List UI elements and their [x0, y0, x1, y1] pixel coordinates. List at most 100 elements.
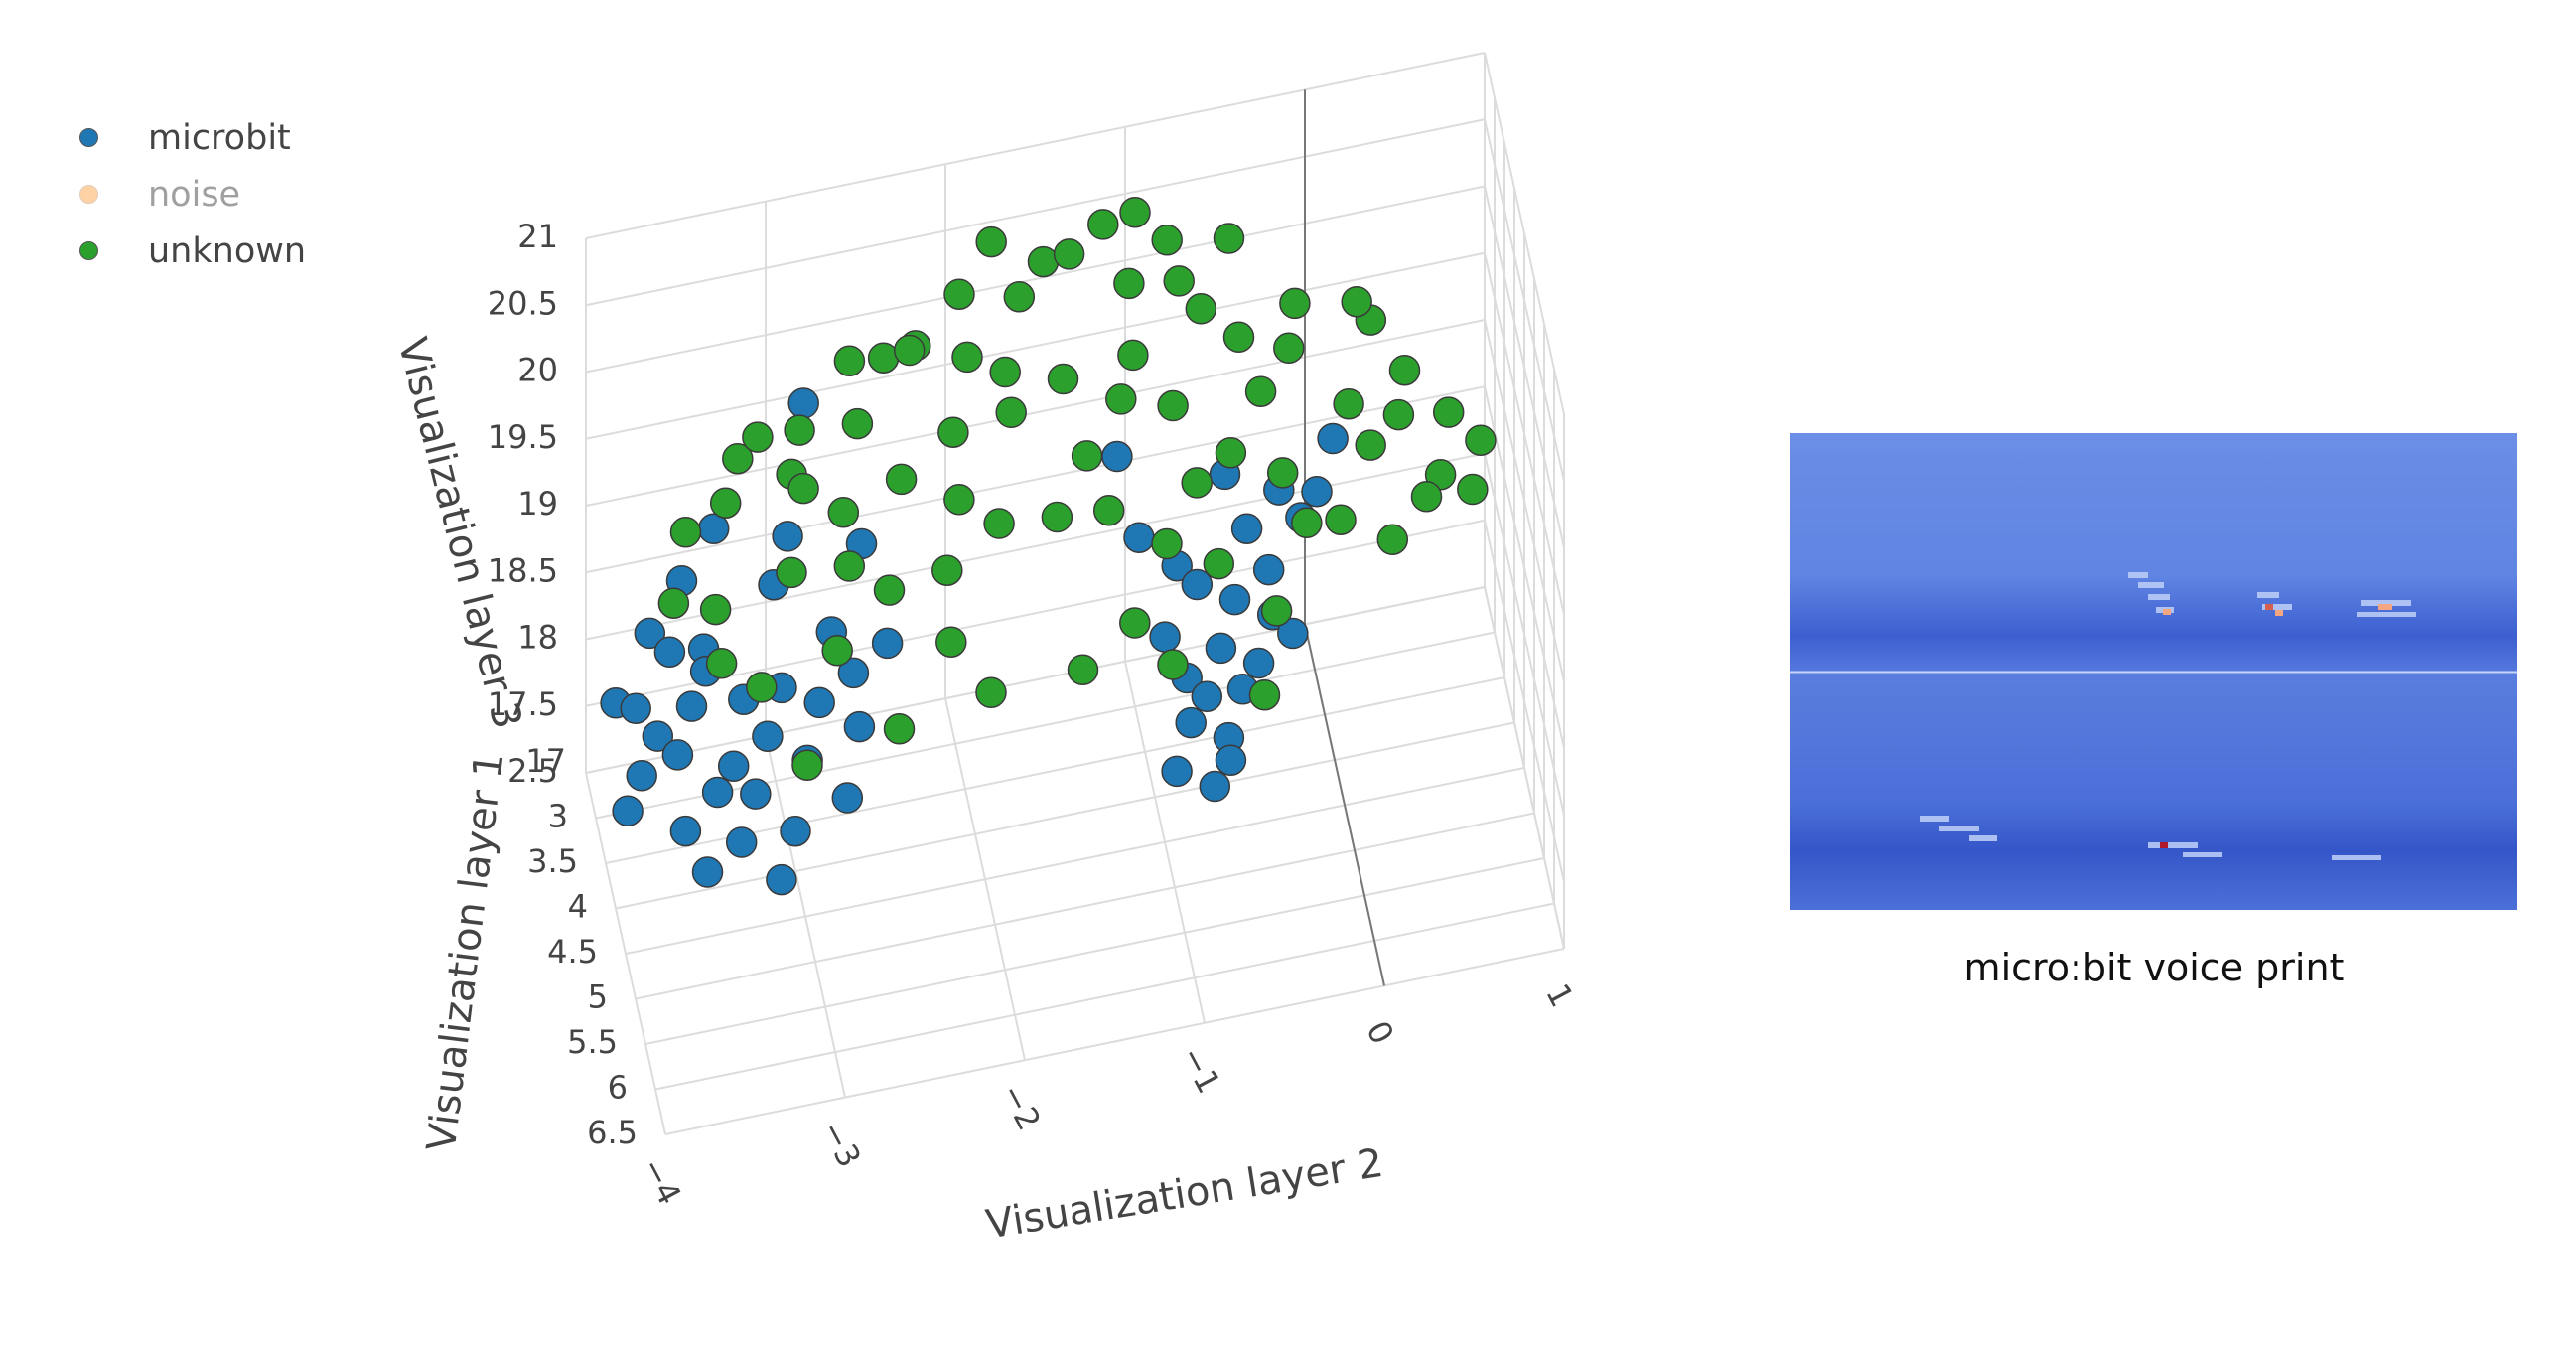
data-point-microbit[interactable] — [717, 750, 750, 782]
data-point-unknown[interactable] — [705, 648, 738, 679]
data-point-microbit[interactable] — [675, 690, 708, 722]
data-point-microbit[interactable] — [772, 521, 803, 552]
data-point-unknown[interactable] — [975, 225, 1007, 258]
data-point-unknown[interactable] — [943, 278, 975, 310]
legend-item-noise[interactable]: noise — [60, 166, 306, 223]
data-point-microbit[interactable] — [701, 776, 734, 809]
data-point-microbit[interactable] — [1123, 522, 1155, 553]
data-point-microbit[interactable] — [1230, 513, 1263, 544]
data-point-microbit[interactable] — [1199, 770, 1231, 803]
data-point-unknown[interactable] — [1092, 494, 1125, 526]
data-point-microbit[interactable] — [725, 826, 758, 858]
data-point-unknown[interactable] — [821, 635, 853, 667]
data-point-unknown[interactable] — [791, 749, 823, 782]
data-point-microbit[interactable] — [843, 710, 876, 743]
data-point-unknown[interactable] — [1117, 339, 1149, 372]
data-point-unknown[interactable] — [867, 342, 900, 374]
data-point-microbit[interactable] — [1218, 583, 1251, 616]
data-point-microbit[interactable] — [653, 636, 686, 668]
data-point-microbit[interactable] — [1191, 680, 1223, 713]
data-point-microbit[interactable] — [1205, 632, 1237, 665]
data-point-unknown[interactable] — [1410, 481, 1443, 513]
data-point-microbit[interactable] — [661, 739, 694, 771]
data-point-unknown[interactable] — [975, 676, 1007, 709]
data-point-unknown[interactable] — [1291, 507, 1323, 539]
data-point-unknown[interactable] — [1119, 607, 1151, 639]
data-point-unknown[interactable] — [1047, 363, 1079, 395]
data-point-unknown[interactable] — [746, 672, 778, 703]
data-point-unknown[interactable] — [722, 442, 754, 475]
data-point-unknown[interactable] — [1071, 440, 1103, 472]
data-point-microbit[interactable] — [787, 387, 819, 419]
data-point-unknown[interactable] — [1185, 293, 1217, 325]
data-point-unknown[interactable] — [1244, 375, 1277, 407]
data-point-unknown[interactable] — [1457, 473, 1489, 506]
data-point-microbit[interactable] — [766, 863, 797, 896]
data-point-microbit[interactable] — [634, 617, 666, 650]
data-point-unknown[interactable] — [709, 487, 742, 519]
data-point-unknown[interactable] — [787, 472, 819, 505]
data-point-microbit[interactable] — [871, 627, 904, 660]
data-point-microbit[interactable] — [837, 657, 870, 689]
data-point-unknown[interactable] — [1222, 321, 1255, 354]
data-point-unknown[interactable] — [1260, 595, 1293, 627]
data-point-unknown[interactable] — [1248, 678, 1281, 711]
data-point-unknown[interactable] — [1273, 332, 1305, 365]
data-point-microbit[interactable] — [803, 686, 835, 719]
data-point-microbit[interactable] — [620, 692, 651, 724]
data-point-unknown[interactable] — [1157, 649, 1189, 680]
data-point-unknown[interactable] — [995, 396, 1027, 429]
data-point-unknown[interactable] — [1388, 354, 1421, 386]
data-point-unknown[interactable] — [1181, 467, 1213, 499]
data-point-unknown[interactable] — [1067, 654, 1099, 686]
data-point-unknown[interactable] — [1341, 285, 1372, 318]
data-point-unknown[interactable] — [951, 341, 983, 374]
data-point-unknown[interactable] — [1113, 267, 1145, 300]
data-point-unknown[interactable] — [931, 554, 963, 586]
data-point-microbit[interactable] — [612, 795, 644, 826]
data-point-unknown[interactable] — [1382, 398, 1415, 431]
data-point-unknown[interactable] — [1027, 245, 1060, 278]
data-point-unknown[interactable] — [893, 334, 926, 367]
legend-item-microbit[interactable]: microbit — [60, 109, 306, 166]
data-point-unknown[interactable] — [1355, 429, 1386, 461]
data-point-unknown[interactable] — [885, 463, 918, 496]
data-point-microbit[interactable] — [1317, 422, 1349, 455]
data-point-unknown[interactable] — [1087, 209, 1119, 240]
data-point-microbit[interactable] — [626, 760, 657, 792]
data-point-microbit[interactable] — [752, 720, 784, 752]
data-point-unknown[interactable] — [827, 497, 860, 528]
data-point-microbit[interactable] — [691, 856, 724, 888]
data-point-unknown[interactable] — [935, 626, 967, 658]
data-point-unknown[interactable] — [1151, 225, 1183, 256]
data-point-unknown[interactable] — [883, 713, 916, 745]
data-point-microbit[interactable] — [1215, 744, 1247, 776]
data-point-unknown[interactable] — [1333, 387, 1364, 420]
data-point-unknown[interactable] — [1157, 389, 1189, 422]
data-point-microbit[interactable] — [1175, 706, 1207, 739]
data-point-unknown[interactable] — [1053, 238, 1085, 270]
data-point-unknown[interactable] — [841, 407, 874, 440]
data-point-microbit[interactable] — [740, 778, 772, 810]
legend-item-unknown[interactable]: unknown — [60, 223, 306, 279]
data-point-unknown[interactable] — [699, 593, 732, 626]
data-point-unknown[interactable] — [1041, 501, 1073, 533]
data-point-microbit[interactable] — [1301, 475, 1333, 508]
data-point-microbit[interactable] — [669, 815, 702, 847]
data-point-unknown[interactable] — [657, 587, 690, 619]
data-point-unknown[interactable] — [1279, 287, 1311, 320]
data-point-unknown[interactable] — [1325, 504, 1357, 535]
data-point-unknown[interactable] — [1203, 547, 1235, 580]
data-point-unknown[interactable] — [1003, 281, 1036, 313]
data-point-unknown[interactable] — [1432, 396, 1465, 428]
data-point-microbit[interactable] — [1161, 755, 1193, 788]
data-point-microbit[interactable] — [1252, 553, 1285, 586]
data-point-unknown[interactable] — [943, 484, 975, 516]
data-point-unknown[interactable] — [1119, 196, 1151, 228]
data-point-unknown[interactable] — [1163, 265, 1195, 297]
data-point-unknown[interactable] — [1376, 524, 1409, 555]
data-point-unknown[interactable] — [833, 345, 866, 377]
data-point-unknown[interactable] — [989, 356, 1021, 388]
data-point-microbit[interactable] — [642, 720, 674, 752]
data-point-microbit[interactable] — [1181, 568, 1214, 601]
